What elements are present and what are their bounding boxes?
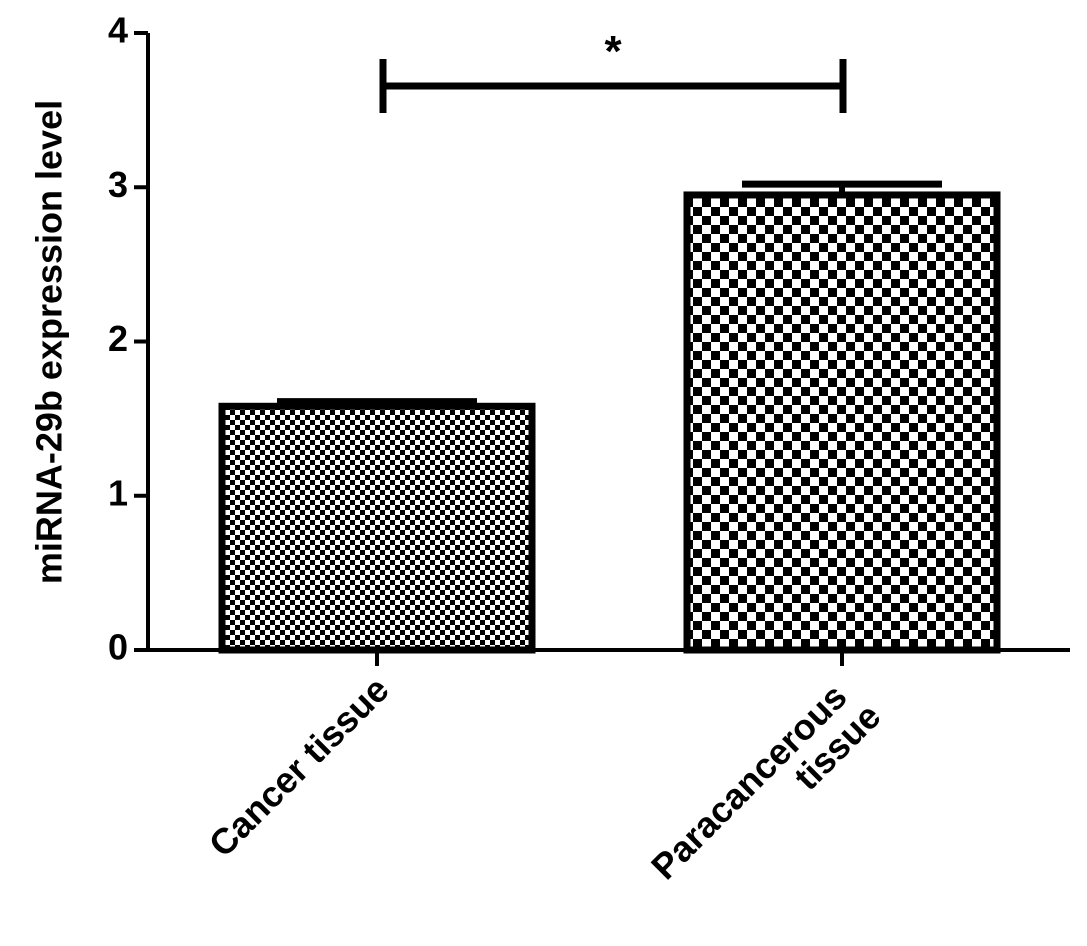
y-tick-label: 0 bbox=[108, 627, 128, 668]
significance-label: * bbox=[604, 27, 622, 76]
bar bbox=[683, 191, 1001, 654]
y-axis-label: miRNA-29b expression level bbox=[29, 100, 70, 584]
y-tick-label: 1 bbox=[108, 472, 128, 513]
y-tick-label: 3 bbox=[108, 164, 128, 205]
bar bbox=[218, 402, 536, 654]
x-tick-label: Cancer tissue bbox=[201, 669, 397, 865]
x-tick-label: Paracancerous tissue bbox=[643, 669, 888, 914]
y-tick-label: 4 bbox=[108, 10, 128, 51]
y-tick-label: 2 bbox=[108, 318, 128, 359]
